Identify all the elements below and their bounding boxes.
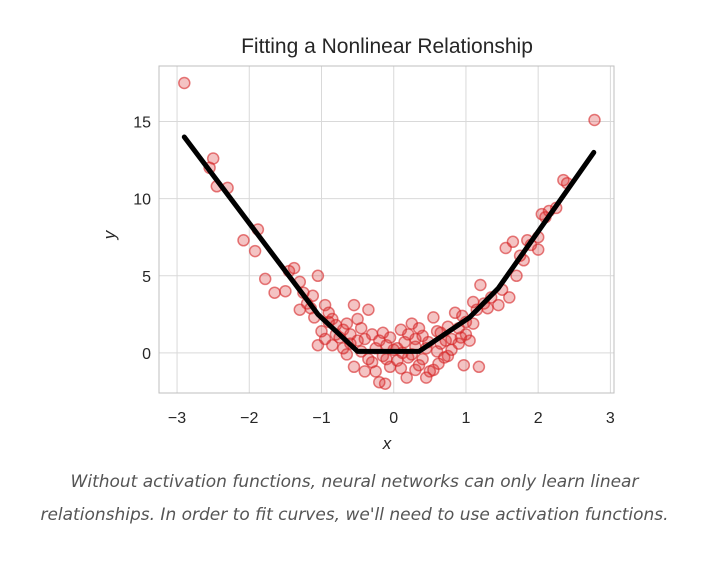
plot-frame [158,65,615,394]
scatter-point [383,360,397,374]
scatter-point [588,113,601,127]
x-tick-label: 2 [534,410,543,427]
scatter-point [419,371,433,384]
scatter-point [510,269,523,283]
scatter-point [416,352,429,366]
scatter-point [376,326,390,340]
scatter-point [474,278,487,292]
scatter-point [237,234,250,247]
scatter-point [448,306,462,320]
scatter-point [427,311,440,324]
scatter-point [347,360,361,374]
scatter-point [472,360,486,374]
scatter-point [351,334,364,347]
scatter-point [412,321,426,335]
scatter-point [430,345,444,358]
x-tick-label: 0 [389,410,398,427]
scatter-point [466,317,480,330]
scatter-point [432,357,445,370]
scatter-point [369,365,382,378]
scatter-point [409,363,422,377]
scatter-point [362,303,375,316]
scatter-point [358,365,372,378]
x-tick-labels: −3 −2 −1 0 1 2 3 [168,410,615,427]
scatter-point [506,235,520,249]
scatter-point [441,349,455,363]
scatter-point [311,269,325,283]
chart-title: Fitting a Nonlinear Relationship [241,35,533,58]
scatter-point [531,243,545,256]
scatter-point [287,261,301,275]
scatter-point [503,291,516,304]
scatter-point [347,298,361,312]
y-tick-label: 5 [142,269,151,286]
y-tick-label: 10 [133,192,151,209]
figure-caption: Without activation functions, neural net… [40,472,669,525]
scatter-point [326,338,339,352]
scatter-point [340,317,354,330]
scatter-point [454,331,468,344]
scatter-point [293,303,307,316]
scatter-point [258,272,272,286]
x-tick-label: −3 [168,410,186,427]
x-tick-label: 3 [606,410,615,427]
x-tick-label: 1 [461,410,470,427]
scatter-point [457,358,471,372]
scatter-point [400,371,413,384]
fit-line [181,134,597,354]
scatter-point [378,377,392,390]
scatter-point [401,328,415,341]
scatter-point [322,306,335,320]
y-tick-label: 15 [133,115,151,132]
x-axis-label: x [382,434,392,453]
scatter-point [178,76,191,90]
scatter-point [279,284,292,298]
y-tick-label: 0 [142,346,151,363]
scatter-point [248,244,262,258]
scatter-point [492,298,505,312]
x-tick-label: −2 [240,410,258,427]
scatter-point [340,348,354,361]
chart-figure: −3 −2 −1 0 1 2 3 0 5 10 15 Fitting a Nonlinear Re… [100,35,615,453]
y-tick-labels: 0 5 10 15 [133,115,151,363]
y-axis-label: y [100,229,119,240]
scatter-point [354,321,368,335]
scatter-point [268,286,281,299]
x-tick-label: −1 [312,410,330,427]
scatter-point [362,352,375,366]
